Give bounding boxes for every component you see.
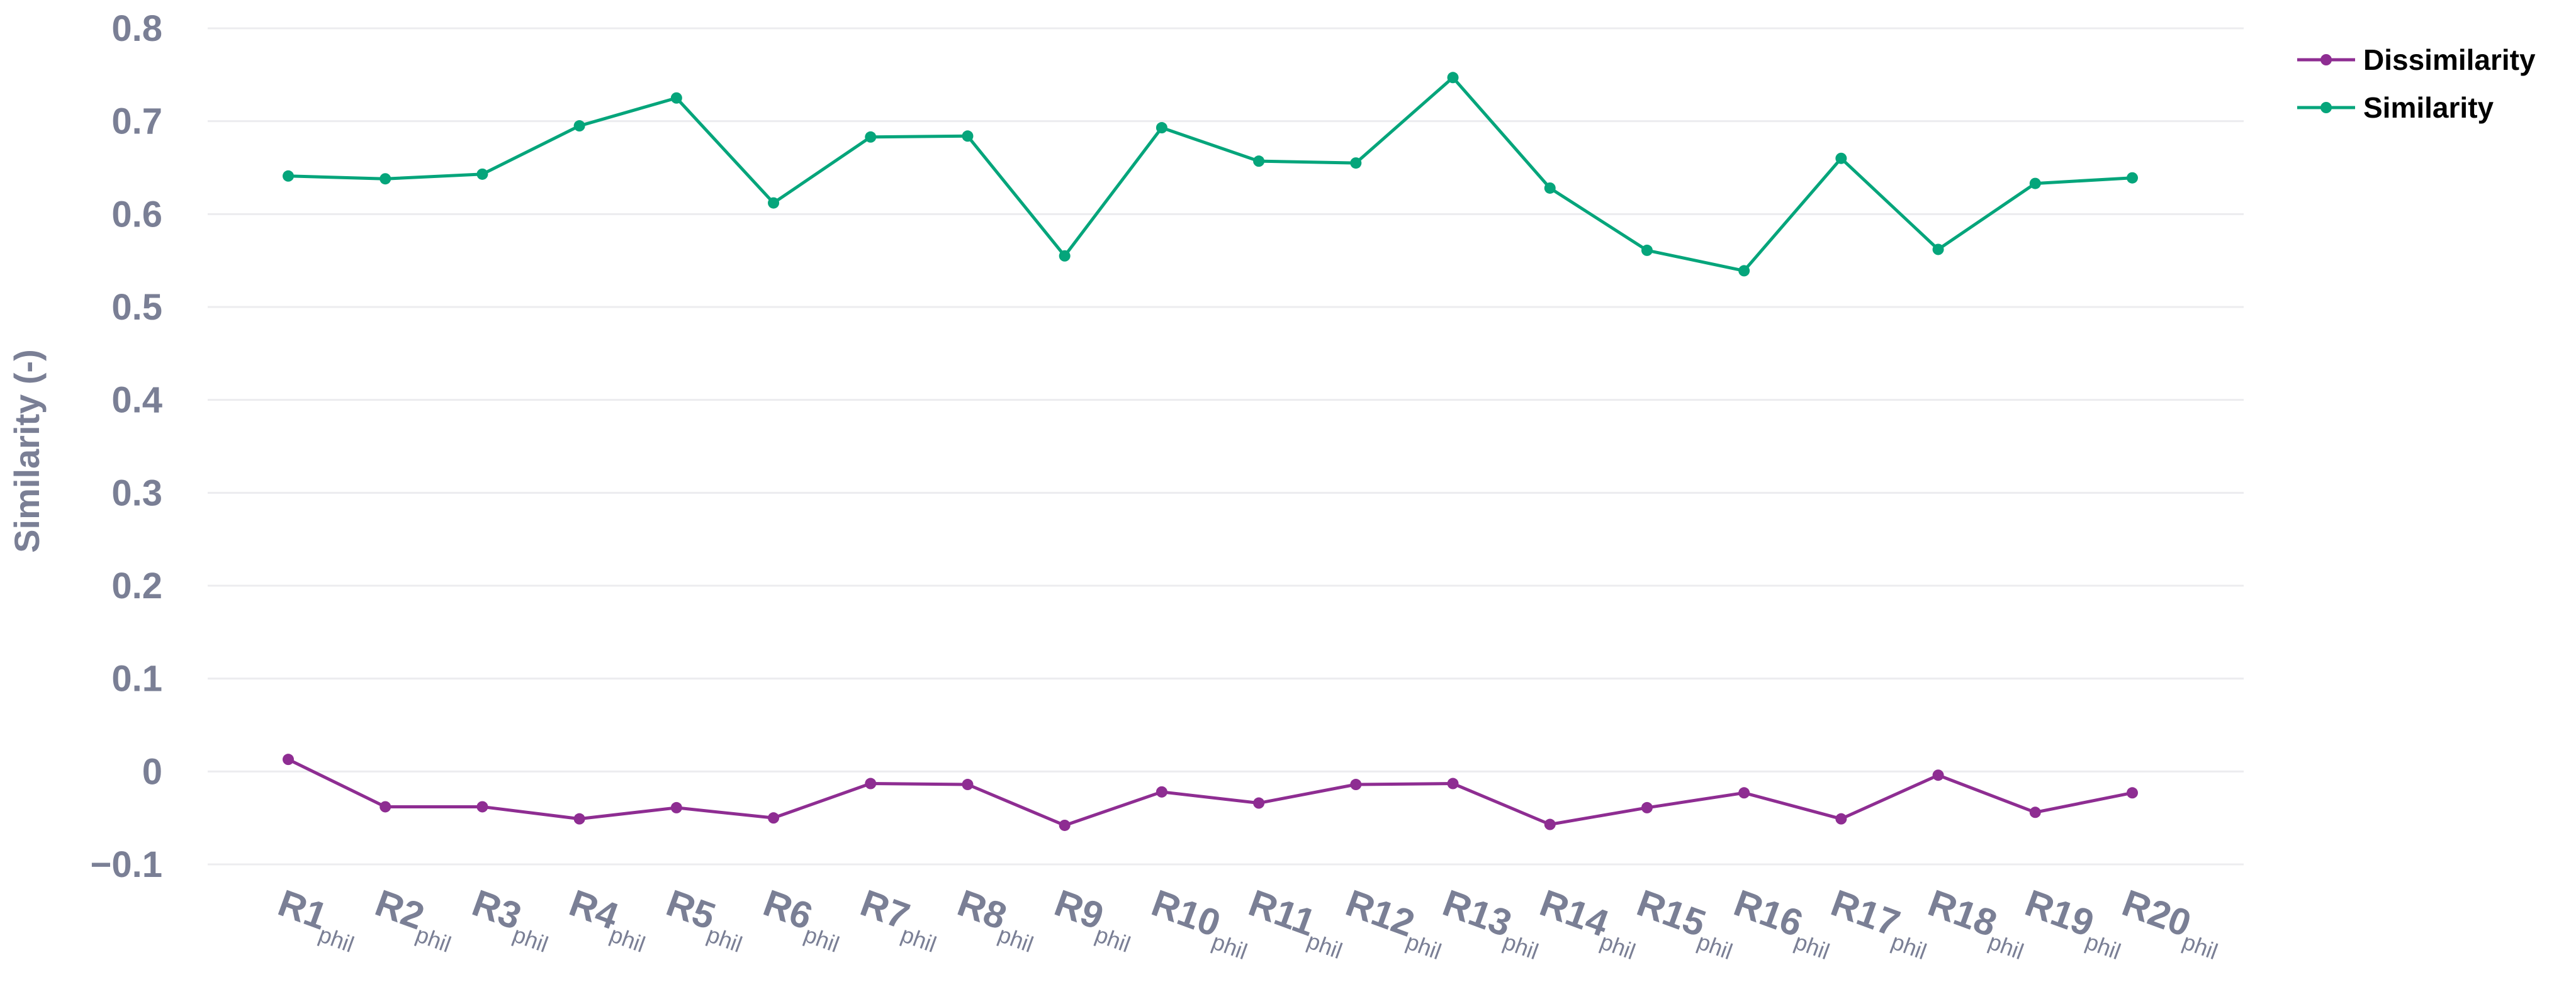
data-point bbox=[1835, 813, 1847, 825]
y-axis-title: Similarity (-) bbox=[7, 349, 47, 553]
data-point bbox=[1641, 244, 1653, 256]
x-tick-label: R1phil bbox=[270, 881, 366, 957]
data-point bbox=[380, 173, 391, 185]
x-tick-label: R17phil bbox=[1823, 881, 1938, 964]
grid bbox=[208, 27, 2244, 866]
series-lines bbox=[283, 72, 2138, 831]
x-tick-label: R20phil bbox=[2114, 881, 2229, 964]
y-axis-ticks: −0.1 0 0.1 0.2 0.3 0.4 0.5 0.6 0.7 0.8 bbox=[91, 8, 163, 885]
data-point bbox=[1544, 182, 1556, 194]
series-dissimilarity bbox=[283, 754, 2138, 831]
legend-swatch-marker bbox=[2320, 54, 2332, 65]
series-line bbox=[288, 75, 2133, 272]
x-tick-label: R19phil bbox=[2017, 881, 2132, 964]
data-point bbox=[573, 120, 585, 132]
data-point bbox=[476, 168, 488, 180]
x-tick-label: R6phil bbox=[755, 881, 851, 957]
x-tick-label: R12phil bbox=[1337, 881, 1453, 964]
x-tick-label: R7phil bbox=[852, 881, 948, 957]
data-point bbox=[768, 197, 780, 209]
data-point bbox=[2029, 806, 2041, 818]
data-point bbox=[2029, 177, 2041, 189]
data-point bbox=[962, 779, 974, 791]
x-tick-label: R2phil bbox=[367, 881, 463, 957]
x-tick-label: R8phil bbox=[950, 881, 1045, 957]
x-tick-label: R18phil bbox=[1920, 881, 2035, 964]
data-point bbox=[1932, 769, 1944, 781]
y-tick-label: 0.2 bbox=[111, 566, 162, 606]
y-tick-label: 0.8 bbox=[111, 8, 162, 49]
data-point bbox=[1932, 243, 1944, 255]
x-axis-ticks: R1philR2philR3philR4philR5philR6philR7ph… bbox=[270, 881, 2229, 964]
data-point bbox=[1253, 155, 1265, 167]
data-point bbox=[2127, 787, 2138, 799]
data-point bbox=[1059, 819, 1071, 831]
y-tick-label: 0.5 bbox=[111, 287, 162, 328]
legend-label: Dissimilarity bbox=[2363, 43, 2536, 76]
data-point bbox=[1350, 779, 1362, 791]
data-point bbox=[768, 812, 780, 824]
data-point bbox=[1156, 786, 1167, 798]
x-tick-label: R5phil bbox=[658, 881, 754, 957]
y-tick-label: 0.6 bbox=[111, 194, 162, 235]
data-point bbox=[1253, 797, 1265, 809]
data-point bbox=[1738, 265, 1750, 277]
data-point bbox=[670, 92, 682, 104]
data-point bbox=[2127, 172, 2138, 184]
data-point bbox=[1544, 818, 1556, 830]
data-point bbox=[283, 754, 294, 766]
data-point bbox=[1156, 122, 1167, 134]
legend-swatch-marker bbox=[2320, 102, 2332, 113]
y-tick-label: 0.3 bbox=[111, 472, 162, 513]
data-point bbox=[380, 801, 391, 813]
legend-item[interactable]: Similarity bbox=[2297, 91, 2494, 124]
legend-item[interactable]: Dissimilarity bbox=[2297, 43, 2536, 76]
data-point bbox=[283, 170, 294, 182]
series-line bbox=[287, 757, 2133, 827]
series-similarity bbox=[283, 72, 2138, 277]
x-tick-label: R11phil bbox=[1240, 881, 1354, 964]
data-point bbox=[1350, 157, 1362, 169]
data-point bbox=[962, 130, 974, 142]
x-tick-label: R14phil bbox=[1532, 881, 1647, 964]
y-tick-label: 0.7 bbox=[111, 101, 162, 142]
x-tick-label: R9phil bbox=[1047, 881, 1142, 957]
y-tick-label: −0.1 bbox=[91, 844, 163, 885]
data-point bbox=[670, 801, 682, 813]
y-tick-label: 0.1 bbox=[111, 659, 162, 700]
data-point bbox=[1059, 250, 1071, 262]
y-tick-label: 0 bbox=[142, 751, 162, 792]
data-point bbox=[1835, 152, 1847, 164]
data-point bbox=[1641, 801, 1653, 813]
data-point bbox=[1447, 778, 1459, 790]
x-tick-label: R10phil bbox=[1144, 881, 1259, 964]
x-tick-label: R16phil bbox=[1726, 881, 1841, 964]
data-point bbox=[865, 131, 877, 143]
x-tick-label: R15phil bbox=[1629, 881, 1744, 964]
x-tick-label: R13phil bbox=[1435, 881, 1550, 964]
data-point bbox=[1447, 72, 1459, 84]
data-point bbox=[865, 778, 877, 790]
y-tick-label: 0.4 bbox=[111, 380, 162, 421]
data-point bbox=[1738, 787, 1750, 799]
legend-label: Similarity bbox=[2363, 91, 2494, 124]
legend[interactable]: Dissimilarity Similarity bbox=[2297, 43, 2536, 124]
data-point bbox=[573, 813, 585, 825]
x-tick-label: R4phil bbox=[561, 881, 657, 957]
data-point bbox=[476, 801, 488, 813]
x-tick-label: R3phil bbox=[464, 881, 560, 957]
